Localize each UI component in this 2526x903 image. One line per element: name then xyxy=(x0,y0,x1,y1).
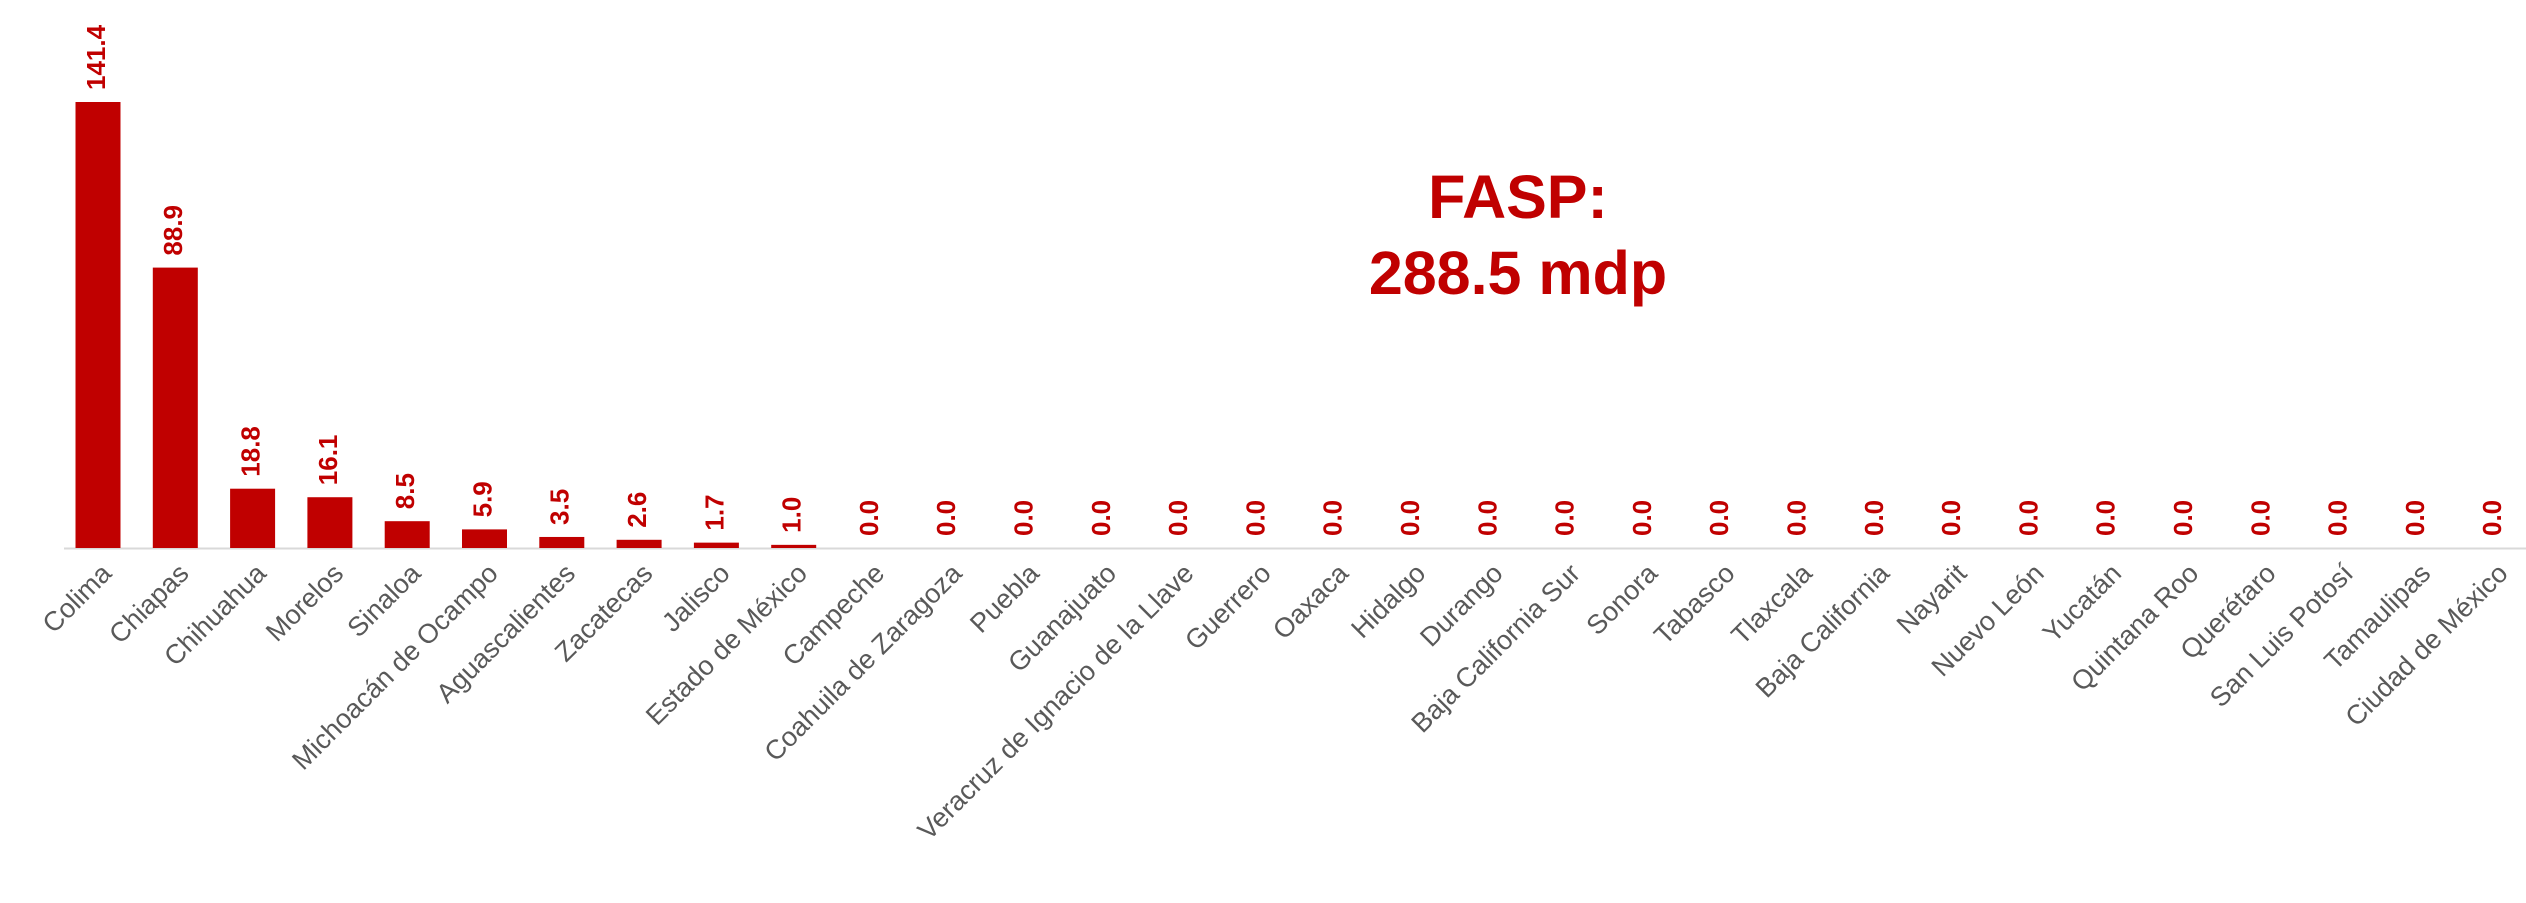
data-label: 0.0 xyxy=(1086,500,1116,536)
data-label: 88.9 xyxy=(158,205,188,256)
data-label: 18.8 xyxy=(235,426,265,477)
data-label: 8.5 xyxy=(390,473,420,509)
data-label: 141.4 xyxy=(81,24,111,90)
x-tick-label: Baja California xyxy=(1750,557,1896,703)
data-label: 0.0 xyxy=(1859,500,1889,536)
x-tick-label: San Luis Potosí xyxy=(2204,558,2359,713)
data-label: 0.0 xyxy=(1395,500,1425,536)
bar xyxy=(462,529,507,548)
data-label: 0.0 xyxy=(2013,500,2043,536)
x-tick-label: Guerrero xyxy=(1179,558,1277,656)
data-label: 0.0 xyxy=(1550,500,1580,536)
data-label: 16.1 xyxy=(313,435,343,486)
bar xyxy=(384,521,430,548)
bar xyxy=(693,542,739,548)
annotation: 288.5 mdp xyxy=(1369,239,1667,307)
data-label: 5.9 xyxy=(467,481,497,517)
x-tick-label: Tabasco xyxy=(1648,558,1740,650)
bar xyxy=(539,536,585,548)
bar xyxy=(75,102,121,548)
data-label: 0.0 xyxy=(2477,500,2507,536)
data-label: 0.0 xyxy=(1781,500,1811,536)
data-label: 0.0 xyxy=(1627,500,1657,536)
data-label: 0.0 xyxy=(931,500,961,536)
data-label: 0.0 xyxy=(2245,500,2275,536)
x-tick-label: Aguascalientes xyxy=(430,558,581,709)
data-label: 1.7 xyxy=(699,494,729,530)
data-label: 3.5 xyxy=(545,489,575,525)
data-label: 0.0 xyxy=(1163,500,1193,536)
data-label: 0.0 xyxy=(2091,500,2121,536)
data-label: 0.0 xyxy=(2168,500,2198,536)
data-label: 0.0 xyxy=(1008,500,1038,536)
bar xyxy=(230,488,276,548)
data-label: 0.0 xyxy=(1240,500,1270,536)
bar xyxy=(616,539,662,548)
bar xyxy=(771,544,817,548)
data-label: 2.6 xyxy=(622,492,652,528)
data-label: 0.0 xyxy=(2323,500,2353,536)
x-tick-label: Oaxaca xyxy=(1267,557,1355,645)
data-label: 1.0 xyxy=(777,497,807,533)
data-label: 0.0 xyxy=(2400,500,2430,536)
data-label: 0.0 xyxy=(1318,500,1348,536)
x-tick-label: Morelos xyxy=(260,558,349,647)
data-label: 0.0 xyxy=(1936,500,1966,536)
data-label: 0.0 xyxy=(854,500,884,536)
annotation: FASP: xyxy=(1428,163,1608,231)
bar xyxy=(307,497,353,548)
x-tick-label: Veracruz de Ignacio de la Llave xyxy=(912,558,1200,846)
data-label: 0.0 xyxy=(1704,500,1734,536)
bar xyxy=(152,267,198,548)
data-label: 0.0 xyxy=(1472,500,1502,536)
